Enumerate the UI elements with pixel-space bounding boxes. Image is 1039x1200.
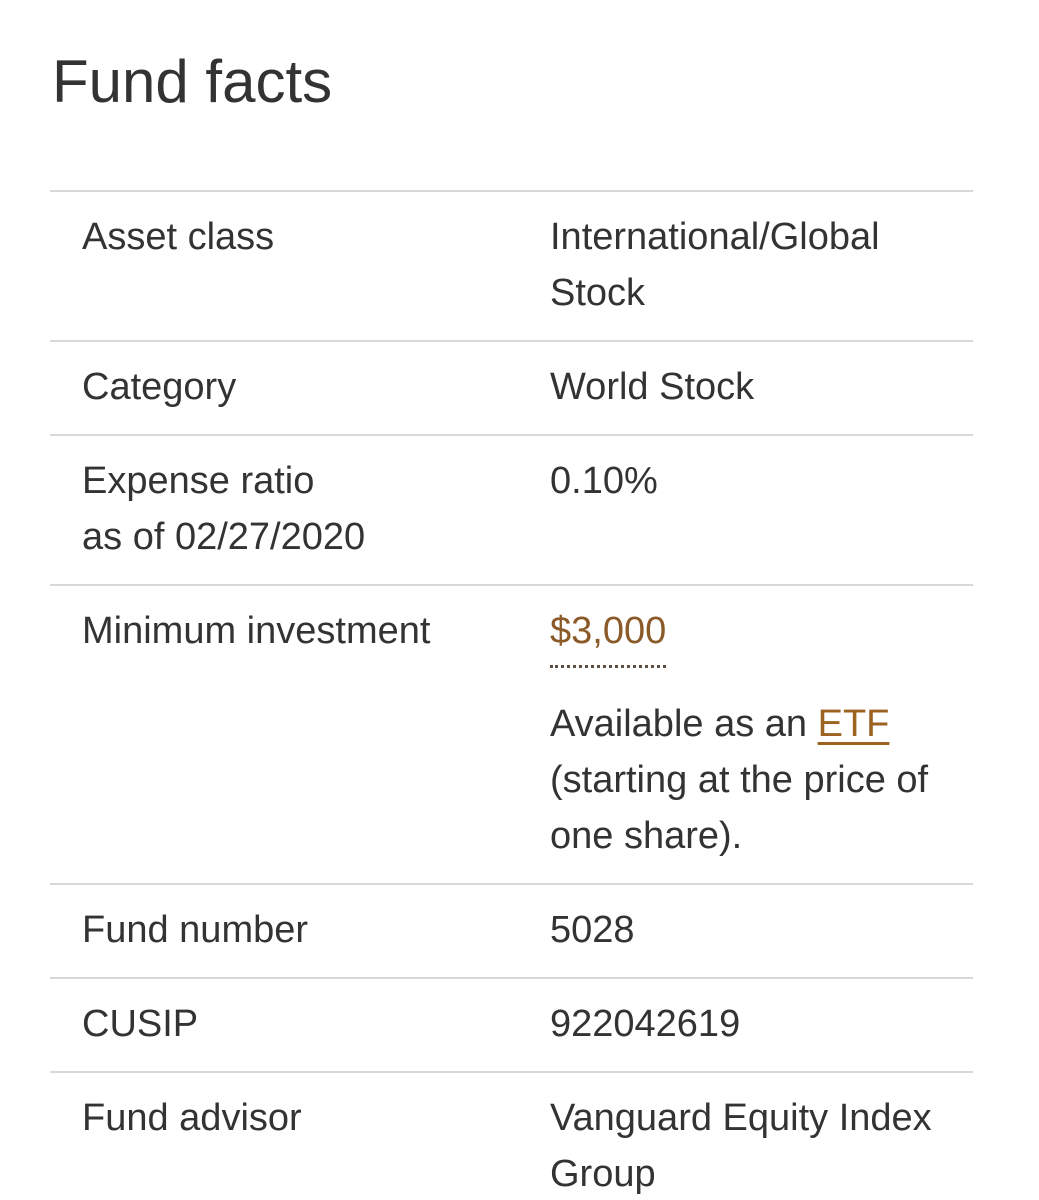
page-title: Fund facts: [52, 48, 333, 115]
row-value: International/Global Stock: [550, 216, 880, 314]
row-label: CUSIP: [82, 1003, 199, 1045]
row-label: Fund number: [82, 909, 309, 951]
row-value: 5028: [550, 909, 635, 951]
expense-ratio-label: Expense ratio: [82, 460, 315, 502]
etf-note-suffix: (starting at the price of one share).: [550, 759, 929, 857]
table-row-fund-advisor: Fund advisor Vanguard Equity Index Group: [50, 1071, 973, 1200]
row-label: Fund advisor: [82, 1097, 302, 1139]
row-value: 922042619: [550, 1003, 741, 1045]
row-label: Expense ratio as of 02/27/2020: [50, 453, 550, 565]
row-label: Minimum investment: [82, 610, 431, 652]
table-row-minimum-investment: Minimum investment $3,000 Available as a…: [50, 584, 973, 883]
minimum-investment-amount-wrap: $3,000: [550, 603, 973, 668]
minimum-investment-amount-link[interactable]: $3,000: [550, 603, 667, 668]
fund-facts-table: Asset class International/Global Stock C…: [50, 190, 973, 1200]
row-value: Vanguard Equity Index Group: [550, 1097, 932, 1195]
table-row-fund-number: Fund number 5028: [50, 883, 973, 977]
row-value: $3,000 Available as an ETF (starting at …: [550, 603, 973, 864]
table-row-asset-class: Asset class International/Global Stock: [50, 190, 973, 340]
table-row-expense-ratio: Expense ratio as of 02/27/2020 0.10%: [50, 434, 973, 584]
row-value: World Stock: [550, 366, 755, 408]
row-value: 0.10%: [550, 460, 658, 502]
etf-link[interactable]: ETF: [817, 703, 890, 745]
etf-availability-note: Available as an ETF (starting at the pri…: [550, 696, 973, 864]
row-label: Asset class: [82, 216, 275, 258]
row-label: Category: [82, 366, 237, 408]
table-row-cusip: CUSIP 922042619: [50, 977, 973, 1071]
expense-ratio-as-of-date: as of 02/27/2020: [82, 516, 366, 558]
etf-note-prefix: Available as an: [550, 703, 818, 745]
table-row-category: Category World Stock: [50, 340, 973, 434]
